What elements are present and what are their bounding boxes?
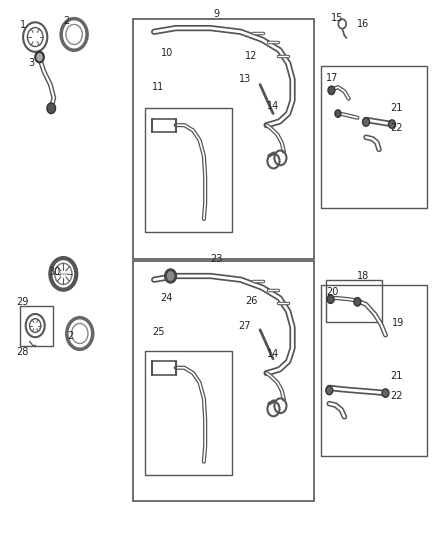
Circle shape [35,52,44,62]
Text: 19: 19 [392,318,404,328]
Text: 2: 2 [64,16,70,26]
Text: 1: 1 [20,20,26,30]
Text: 22: 22 [390,391,403,401]
Bar [321,66,427,208]
Text: 18: 18 [357,271,370,281]
Text: 14: 14 [267,101,279,111]
Text: Jeep: Jeep [59,272,68,276]
Bar [326,280,382,322]
Text: 21: 21 [390,103,403,114]
Text: 17: 17 [326,72,339,83]
Text: 3: 3 [29,59,35,68]
Text: 16: 16 [357,19,370,29]
Bar [152,361,176,375]
Circle shape [47,103,56,114]
Circle shape [382,389,389,397]
Text: 28: 28 [16,347,28,357]
Circle shape [327,295,334,303]
Circle shape [335,110,341,117]
Text: 29: 29 [16,297,28,308]
Text: 12: 12 [245,51,257,61]
Text: 23: 23 [211,254,223,264]
Text: 11: 11 [152,82,164,92]
Bar [133,261,314,501]
Text: 13: 13 [238,74,251,84]
Text: 2: 2 [67,331,74,341]
Bar [152,119,176,132]
Bar [133,19,314,259]
Text: 10: 10 [161,48,173,58]
Circle shape [166,270,176,282]
Text: 22: 22 [390,123,403,133]
Text: 9: 9 [214,10,220,19]
Circle shape [363,118,370,126]
Circle shape [389,120,396,128]
Bar [20,306,53,345]
Text: 14: 14 [267,349,279,359]
Text: 26: 26 [245,296,257,306]
Circle shape [354,297,361,306]
Circle shape [328,86,335,94]
Circle shape [326,386,333,394]
Text: 15: 15 [331,13,343,22]
Text: 25: 25 [152,327,165,337]
Text: 21: 21 [390,371,403,381]
Text: 24: 24 [161,293,173,303]
Text: 20: 20 [326,287,339,297]
Bar [321,285,427,456]
Text: 30: 30 [49,267,61,277]
Bar [145,108,232,232]
Bar [145,351,232,475]
Text: 27: 27 [238,320,251,330]
